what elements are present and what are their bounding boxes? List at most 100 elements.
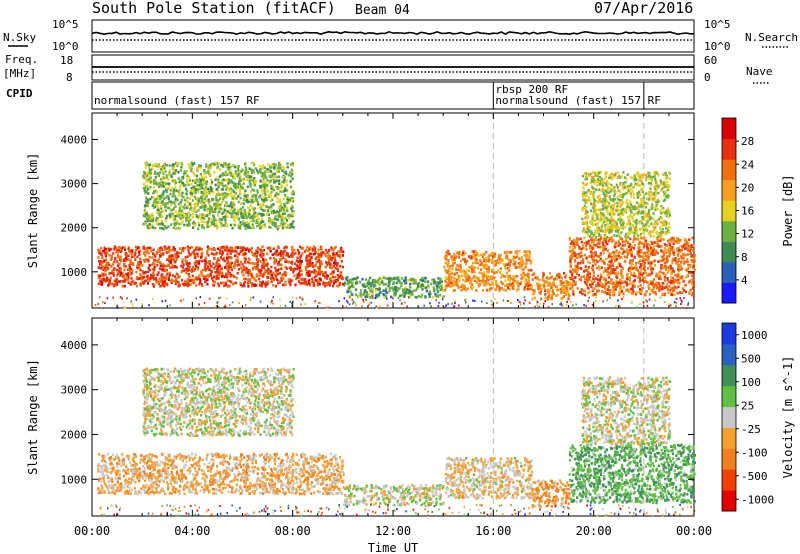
power-cell [663,249,666,253]
power-cell [574,281,577,284]
power-cell [244,200,248,203]
power-cell [160,227,163,230]
power-cell [151,256,154,259]
power-cell [221,249,224,253]
power-cell [547,295,550,298]
power-cell [543,287,546,290]
power-cell [113,245,116,248]
power-cell [156,208,159,212]
power-cell [142,222,145,226]
power-cell [619,263,622,266]
power-cell [606,273,609,277]
power-cell [187,249,190,252]
power-cell [524,273,527,277]
power-cell [143,279,146,283]
power-cell [373,278,376,282]
power-cell [214,218,217,222]
power-cell [622,280,625,283]
power-cell [266,189,270,193]
power-cell [206,278,209,282]
power-cell [169,261,172,265]
power-cell [692,264,695,268]
power-cell [440,280,443,283]
power-cell [523,288,526,291]
power-cell [569,276,572,280]
power-cell [319,261,322,265]
power-cell [290,225,293,228]
power-cell [663,286,667,289]
power-cell [629,287,632,291]
power-cell [639,272,642,276]
power-cell [267,280,270,284]
power-cell [181,191,184,195]
power-cell [560,283,564,287]
power-cell [639,284,642,287]
power-cell [272,256,276,260]
power-cell [582,246,585,250]
power-cell [251,253,255,257]
power-cell [264,181,267,184]
power-cell [280,276,283,280]
power-cell [368,293,371,296]
power-cell [603,278,606,281]
power-cell [345,278,348,281]
power-cell [251,223,254,226]
power-cell [585,257,588,260]
power-cell [187,268,190,272]
power-cell [159,280,162,283]
power-cell [603,262,606,265]
power-cell [282,273,285,277]
power-cell [277,175,280,179]
power-cell [228,171,231,175]
power-cell [420,295,423,299]
power-cell [214,207,217,211]
power-cell [324,284,327,288]
power-cell [197,221,200,225]
power-cell [320,262,323,266]
power-cell [288,255,291,258]
cpid-segment-2: normalsound (fast) 157 RF [495,94,661,107]
power-cell [417,285,420,288]
power-cell [642,251,645,255]
power-cell [637,246,640,250]
power-cell [666,276,669,280]
power-cell [301,282,304,285]
power-cell [194,255,197,259]
power-cell [606,288,609,291]
power-cell [378,281,381,284]
power-cell [307,269,310,273]
power-cell [359,280,362,284]
power-cell [179,201,182,204]
power-cell [365,291,368,294]
power-cell [239,187,242,191]
power-cell [200,254,203,258]
power-cell [115,277,118,281]
power-cell [663,243,666,246]
power-cell [305,259,308,262]
power-cell [201,213,204,216]
power-cell [676,247,679,251]
power-cell [524,281,527,284]
power-cell [537,287,540,291]
power-cell [277,182,281,185]
power-cell [415,278,418,282]
power-cell [187,183,190,187]
power-cell [514,279,517,283]
power-cell [282,197,285,201]
power-cell [388,276,391,280]
power-cell [221,253,224,256]
power-cell [336,267,339,271]
power-cell [167,178,170,181]
power-cell [621,244,624,247]
power-cell [611,240,614,243]
power-cell [262,248,266,252]
power-cell [448,268,451,272]
power-cell [656,251,659,255]
power-cell [225,275,228,278]
power-cell [339,264,342,268]
power-cell [453,289,456,292]
power-cell [276,210,279,213]
power-cell [248,181,251,184]
power-cell [498,271,502,274]
power-cell [250,273,253,276]
